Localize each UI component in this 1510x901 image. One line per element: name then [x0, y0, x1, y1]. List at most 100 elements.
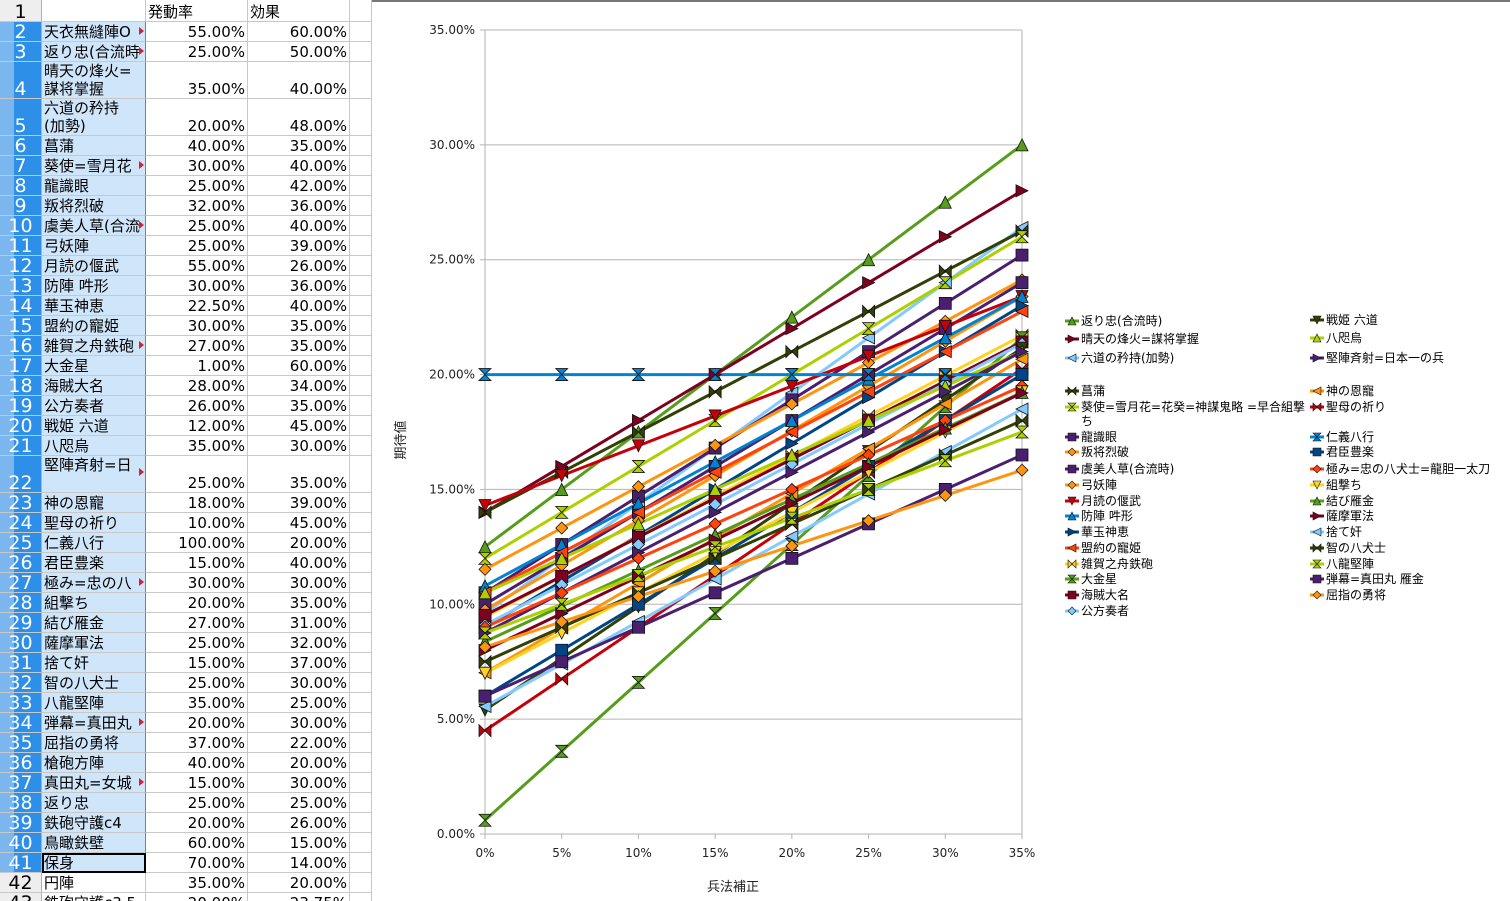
cell-empty[interactable] — [350, 236, 372, 256]
cell-rate[interactable]: 28.00% — [146, 376, 248, 396]
cell-effect[interactable]: 40.00% — [248, 156, 350, 176]
cell-effect[interactable]: 40.00% — [248, 296, 350, 316]
row-header[interactable]: 42 — [0, 873, 42, 893]
cell-effect[interactable]: 35.00% — [248, 396, 350, 416]
cell-empty[interactable] — [350, 873, 372, 893]
table-row[interactable]: 40 鳥瞰鉄壁 60.00% 15.00% — [0, 833, 372, 853]
cell-name[interactable]: 聖母の祈り — [42, 513, 146, 533]
row-header[interactable]: 11 — [0, 236, 42, 256]
table-row[interactable]: 26 君臣豊楽 15.00% 40.00% — [0, 553, 372, 573]
table-row[interactable]: 43 鉄砲守護c3.5 20.00% 23.75% — [0, 893, 372, 901]
cell-name[interactable]: 八咫烏 — [42, 436, 146, 456]
row-header[interactable]: 29 — [0, 613, 42, 633]
cell-name[interactable]: 弓妖陣 — [42, 236, 146, 256]
row-header[interactable]: 36 — [0, 753, 42, 773]
cell-effect[interactable]: 14.00% — [248, 853, 350, 873]
table-row[interactable]: 38 返り忠 25.00% 25.00% — [0, 793, 372, 813]
cell-rate[interactable]: 40.00% — [146, 753, 248, 773]
cell-name[interactable]: 結び雁金 — [42, 613, 146, 633]
cell-name[interactable]: 鉄砲守護c3.5 — [42, 893, 146, 901]
cell-name[interactable]: 君臣豊楽 — [42, 553, 146, 573]
row-header[interactable]: 16 — [0, 336, 42, 356]
cell-empty[interactable] — [350, 813, 372, 833]
row-header[interactable]: 19 — [0, 396, 42, 416]
cell-effect[interactable]: 20.00% — [248, 873, 350, 893]
table-row[interactable]: 22 堅陣斉射=日 25.00% 35.00% — [0, 456, 372, 493]
table-row[interactable]: 13 防陣 吽形 30.00% 36.00% — [0, 276, 372, 296]
cell-empty[interactable] — [350, 573, 372, 593]
cell-empty[interactable] — [350, 156, 372, 176]
cell-rate[interactable]: 発動率 — [146, 0, 248, 22]
cell-empty[interactable] — [350, 316, 372, 336]
cell-name[interactable]: 鉄砲守護c4 — [42, 813, 146, 833]
cell-rate[interactable]: 35.00% — [146, 693, 248, 713]
cell-effect[interactable]: 効果 — [248, 0, 350, 22]
row-header[interactable]: 33 — [0, 693, 42, 713]
table-row[interactable]: 21 八咫烏 35.00% 30.00% — [0, 436, 372, 456]
row-header[interactable]: 30 — [0, 633, 42, 653]
cell-effect[interactable]: 35.00% — [248, 136, 350, 156]
cell-effect[interactable]: 35.00% — [248, 336, 350, 356]
cell-effect[interactable]: 25.00% — [248, 793, 350, 813]
table-row[interactable]: 10 虞美人草(合流 25.00% 40.00% — [0, 216, 372, 236]
cell-empty[interactable] — [350, 136, 372, 156]
cell-empty[interactable] — [350, 753, 372, 773]
cell-rate[interactable]: 70.00% — [146, 853, 248, 873]
cell-name[interactable] — [42, 0, 146, 22]
table-row[interactable]: 42 円陣 35.00% 20.00% — [0, 873, 372, 893]
row-header[interactable]: 15 — [0, 316, 42, 336]
row-header[interactable]: 8 — [0, 176, 42, 196]
cell-empty[interactable] — [350, 356, 372, 376]
cell-name[interactable]: 防陣 吽形 — [42, 276, 146, 296]
cell-empty[interactable] — [350, 436, 372, 456]
cell-empty[interactable] — [350, 793, 372, 813]
row-header[interactable]: 24 — [0, 513, 42, 533]
cell-empty[interactable] — [350, 0, 372, 22]
cell-name[interactable]: 六道の矜持 (加勢) — [42, 99, 146, 136]
table-row[interactable]: 3 返り忠(合流時 25.00% 50.00% — [0, 42, 372, 62]
row-header[interactable]: 40 — [0, 833, 42, 853]
cell-empty[interactable] — [350, 533, 372, 553]
cell-effect[interactable]: 50.00% — [248, 42, 350, 62]
cell-rate[interactable]: 37.00% — [146, 733, 248, 753]
cell-name[interactable]: 組撃ち — [42, 593, 146, 613]
row-header[interactable]: 14 — [0, 296, 42, 316]
row-header[interactable]: 13 — [0, 276, 42, 296]
cell-rate[interactable]: 35.00% — [146, 436, 248, 456]
cell-effect[interactable]: 22.00% — [248, 733, 350, 753]
cell-empty[interactable] — [350, 456, 372, 493]
cell-empty[interactable] — [350, 336, 372, 356]
cell-rate[interactable]: 20.00% — [146, 813, 248, 833]
table-row[interactable]: 17 大金星 1.00% 60.00% — [0, 356, 372, 376]
cell-name[interactable]: 盟約の寵姫 — [42, 316, 146, 336]
cell-empty[interactable] — [350, 99, 372, 136]
cell-effect[interactable]: 20.00% — [248, 533, 350, 553]
cell-effect[interactable]: 40.00% — [248, 62, 350, 99]
cell-empty[interactable] — [350, 733, 372, 753]
cell-rate[interactable]: 18.00% — [146, 493, 248, 513]
cell-effect[interactable]: 34.00% — [248, 376, 350, 396]
header-row[interactable]: 1 発動率 効果 — [0, 0, 372, 22]
cell-rate[interactable]: 10.00% — [146, 513, 248, 533]
cell-empty[interactable] — [350, 416, 372, 436]
cell-effect[interactable]: 45.00% — [248, 513, 350, 533]
cell-name[interactable]: 智の八犬士 — [42, 673, 146, 693]
cell-name[interactable]: 天衣無縫陣O — [42, 22, 146, 42]
cell-effect[interactable]: 42.00% — [248, 176, 350, 196]
cell-name[interactable]: 捨て奸 — [42, 653, 146, 673]
table-row[interactable]: 23 神の恩寵 18.00% 39.00% — [0, 493, 372, 513]
table-row[interactable]: 36 槍砲方陣 40.00% 20.00% — [0, 753, 372, 773]
table-row[interactable]: 6 菖蒲 40.00% 35.00% — [0, 136, 372, 156]
cell-empty[interactable] — [350, 773, 372, 793]
spreadsheet-grid[interactable]: 1 発動率 効果 2 天衣無縫陣O 55.00% 60.00% 3 返り忠(合流時 25.00% 5… — [0, 0, 372, 901]
cell-rate[interactable]: 26.00% — [146, 396, 248, 416]
cell-rate[interactable]: 20.00% — [146, 893, 248, 901]
cell-empty[interactable] — [350, 493, 372, 513]
cell-effect[interactable]: 20.00% — [248, 753, 350, 773]
cell-empty[interactable] — [350, 276, 372, 296]
row-header[interactable]: 9 — [0, 196, 42, 216]
table-row[interactable]: 34 弾幕=真田丸 20.00% 30.00% — [0, 713, 372, 733]
cell-effect[interactable]: 30.00% — [248, 573, 350, 593]
cell-rate[interactable]: 15.00% — [146, 653, 248, 673]
cell-empty[interactable] — [350, 633, 372, 653]
